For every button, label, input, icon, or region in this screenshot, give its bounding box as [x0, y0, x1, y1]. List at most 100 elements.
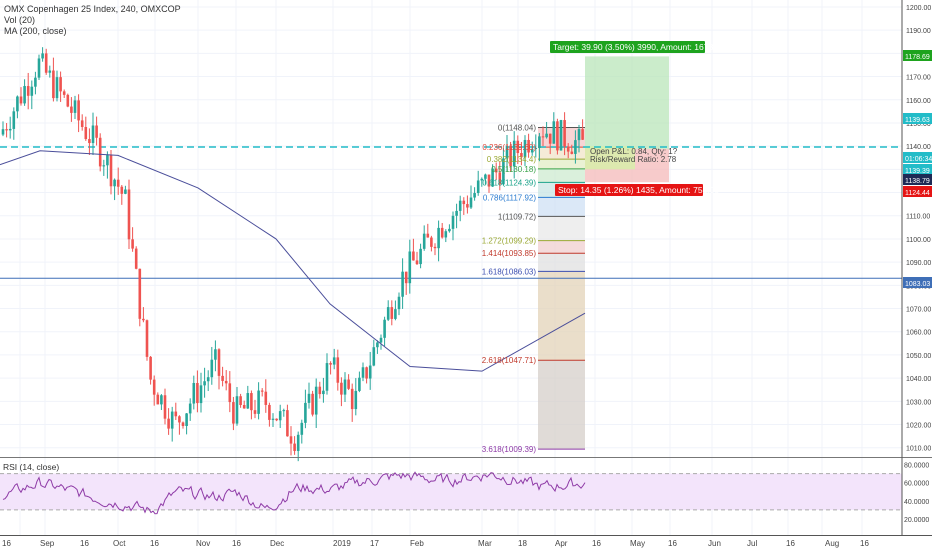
ma-200-line — [0, 150, 586, 372]
candle-body — [296, 434, 300, 451]
candle-body — [12, 111, 16, 129]
candle-body — [397, 296, 401, 310]
time-tick-label: 16 — [232, 539, 241, 548]
candle-body — [505, 146, 509, 159]
candle-body — [520, 153, 523, 158]
candle-body — [149, 356, 152, 380]
time-tick-label: 16 — [786, 539, 795, 548]
candle-body — [494, 168, 498, 173]
candle-body — [358, 377, 361, 391]
candle-body — [401, 271, 404, 297]
fib-label: 1.414(1093.85) — [482, 249, 537, 258]
fib-zone — [538, 216, 585, 241]
fib-zone — [538, 271, 585, 361]
candle-body — [221, 375, 224, 381]
candle-body — [95, 125, 98, 138]
candle-body — [347, 379, 350, 389]
price-tick-label: 1040.00 — [906, 376, 931, 383]
candle-body — [131, 239, 134, 249]
candle-body — [84, 126, 88, 140]
fibonacci-retracement[interactable] — [538, 126, 585, 450]
time-tick-label: 16 — [592, 539, 601, 548]
grid-lines — [0, 0, 902, 535]
candle-body — [404, 271, 408, 284]
time-tick-label: 16 — [80, 539, 89, 548]
candle-body — [566, 146, 570, 152]
long-position-tool[interactable] — [585, 56, 669, 183]
candle-body — [271, 418, 275, 420]
time-tick-label: May — [630, 539, 645, 548]
candle-body — [80, 120, 84, 127]
candle-body — [548, 133, 552, 144]
candle-body — [286, 410, 289, 437]
chart-legend: OMX Copenhagen 25 Index, 240, OMXCOP Vol… — [4, 4, 181, 37]
price-tag-bg — [903, 277, 932, 288]
candle-body — [152, 379, 156, 395]
candle-body — [329, 363, 332, 365]
candle-body — [383, 319, 386, 338]
candle-body — [408, 251, 412, 284]
candle-body — [30, 86, 34, 96]
volume-indicator-label[interactable]: Vol (20) — [4, 15, 36, 25]
ma-indicator-label[interactable]: MA (200, close) — [4, 26, 67, 36]
candle-body — [26, 86, 30, 96]
candle-body — [174, 411, 178, 417]
candle-body — [5, 129, 8, 131]
price-tick-label: 1070.00 — [906, 307, 931, 314]
candle-body — [124, 189, 127, 194]
fib-zone — [538, 168, 585, 183]
candle-body — [498, 172, 502, 185]
price-tag-bg — [903, 174, 932, 185]
candle-body — [8, 128, 12, 131]
candle-body — [163, 395, 167, 419]
rsi-tick-label: 80.0000 — [904, 463, 929, 470]
time-tick-label: Feb — [410, 539, 424, 548]
candle-body — [66, 94, 70, 107]
candle-body — [264, 391, 268, 405]
candle-body — [581, 129, 584, 140]
price-tick-label: 1030.00 — [906, 399, 931, 406]
candle-body — [538, 136, 541, 148]
candle-body — [300, 422, 304, 435]
candle-body — [523, 139, 527, 158]
candle-body — [48, 70, 52, 73]
candle-body — [437, 227, 440, 249]
candle-body — [98, 137, 102, 167]
candle-body — [444, 231, 448, 238]
horizontal-lines[interactable] — [0, 146, 902, 279]
candle-body — [203, 381, 206, 386]
price-tag-bg — [903, 113, 932, 124]
candle-body — [156, 394, 160, 405]
rsi-tick-label: 20.0000 — [904, 517, 929, 524]
candle-body — [246, 393, 250, 409]
candle-body — [55, 77, 59, 99]
candle-body — [116, 179, 120, 187]
candle-body — [343, 379, 347, 395]
fib-zone — [538, 240, 585, 254]
price-tick-label: 1050.00 — [906, 353, 931, 360]
candle-body — [253, 410, 257, 414]
time-tick-label: Jun — [708, 539, 721, 548]
price-tag-label: 1083.03 — [905, 281, 930, 288]
candle-body — [91, 125, 95, 144]
price-tag-bg — [903, 152, 932, 163]
price-tick-label: 1090.00 — [906, 260, 931, 267]
fib-label: 1.272(1099.29) — [482, 237, 537, 246]
candle-body — [390, 307, 394, 319]
symbol-title[interactable]: OMX Copenhagen 25 Index, 240, OMXCOP — [4, 4, 181, 14]
candle-body — [422, 233, 426, 249]
candle-body — [419, 248, 422, 265]
time-tick-label: Oct — [113, 539, 126, 548]
price-tick-label: 1060.00 — [906, 330, 931, 337]
candle-body — [440, 227, 444, 238]
candle-body — [224, 380, 228, 384]
rsi-label: RSI (14, close) — [3, 462, 59, 472]
candle-body — [282, 410, 286, 412]
candle-body — [430, 237, 433, 247]
time-tick-label: Dec — [270, 539, 284, 548]
candle-body — [509, 146, 512, 167]
target-label: Target: 39.90 (3.50%) 3990, Amount: 1678… — [553, 42, 721, 52]
rsi-pane[interactable]: RSI (14, close) — [0, 457, 932, 515]
